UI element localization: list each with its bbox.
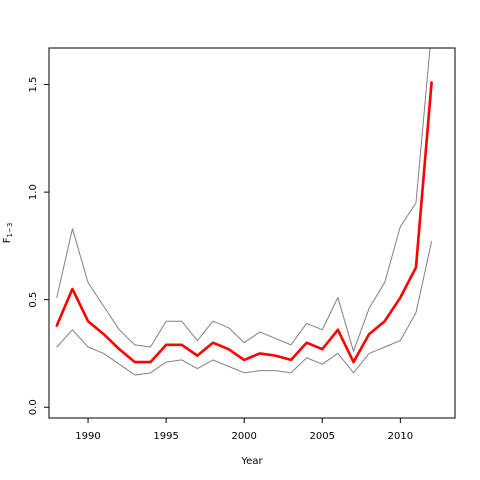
series-line-lower [56, 241, 433, 376]
series-line-upper [56, 48, 431, 352]
y-tick-label: 1.0 [28, 184, 39, 200]
x-axis: 1990 1995 2000 2005 2010 [75, 418, 413, 442]
y-tick-label: 0.0 [28, 399, 39, 415]
x-tick-label: 2005 [310, 431, 335, 442]
x-tick-label: 2000 [231, 431, 256, 442]
x-tick-label: 1995 [153, 431, 178, 442]
y-axis: 0.0 0.5 1.0 1.5 [28, 77, 49, 415]
plot-frame [48, 47, 456, 419]
x-tick-label: 2010 [388, 431, 413, 442]
y-axis-label-main: F [2, 237, 13, 243]
x-axis-label: Year [240, 456, 263, 467]
y-tick-label: 0.5 [28, 292, 39, 308]
x-tick-label: 1990 [75, 431, 100, 442]
y-axis-label-subscript: 1−3 [6, 223, 14, 238]
y-tick-label: 1.5 [28, 77, 39, 93]
series-line-estimate [55, 81, 433, 364]
y-axis-label: F1−3 [2, 223, 14, 244]
series-layer [55, 48, 433, 376]
